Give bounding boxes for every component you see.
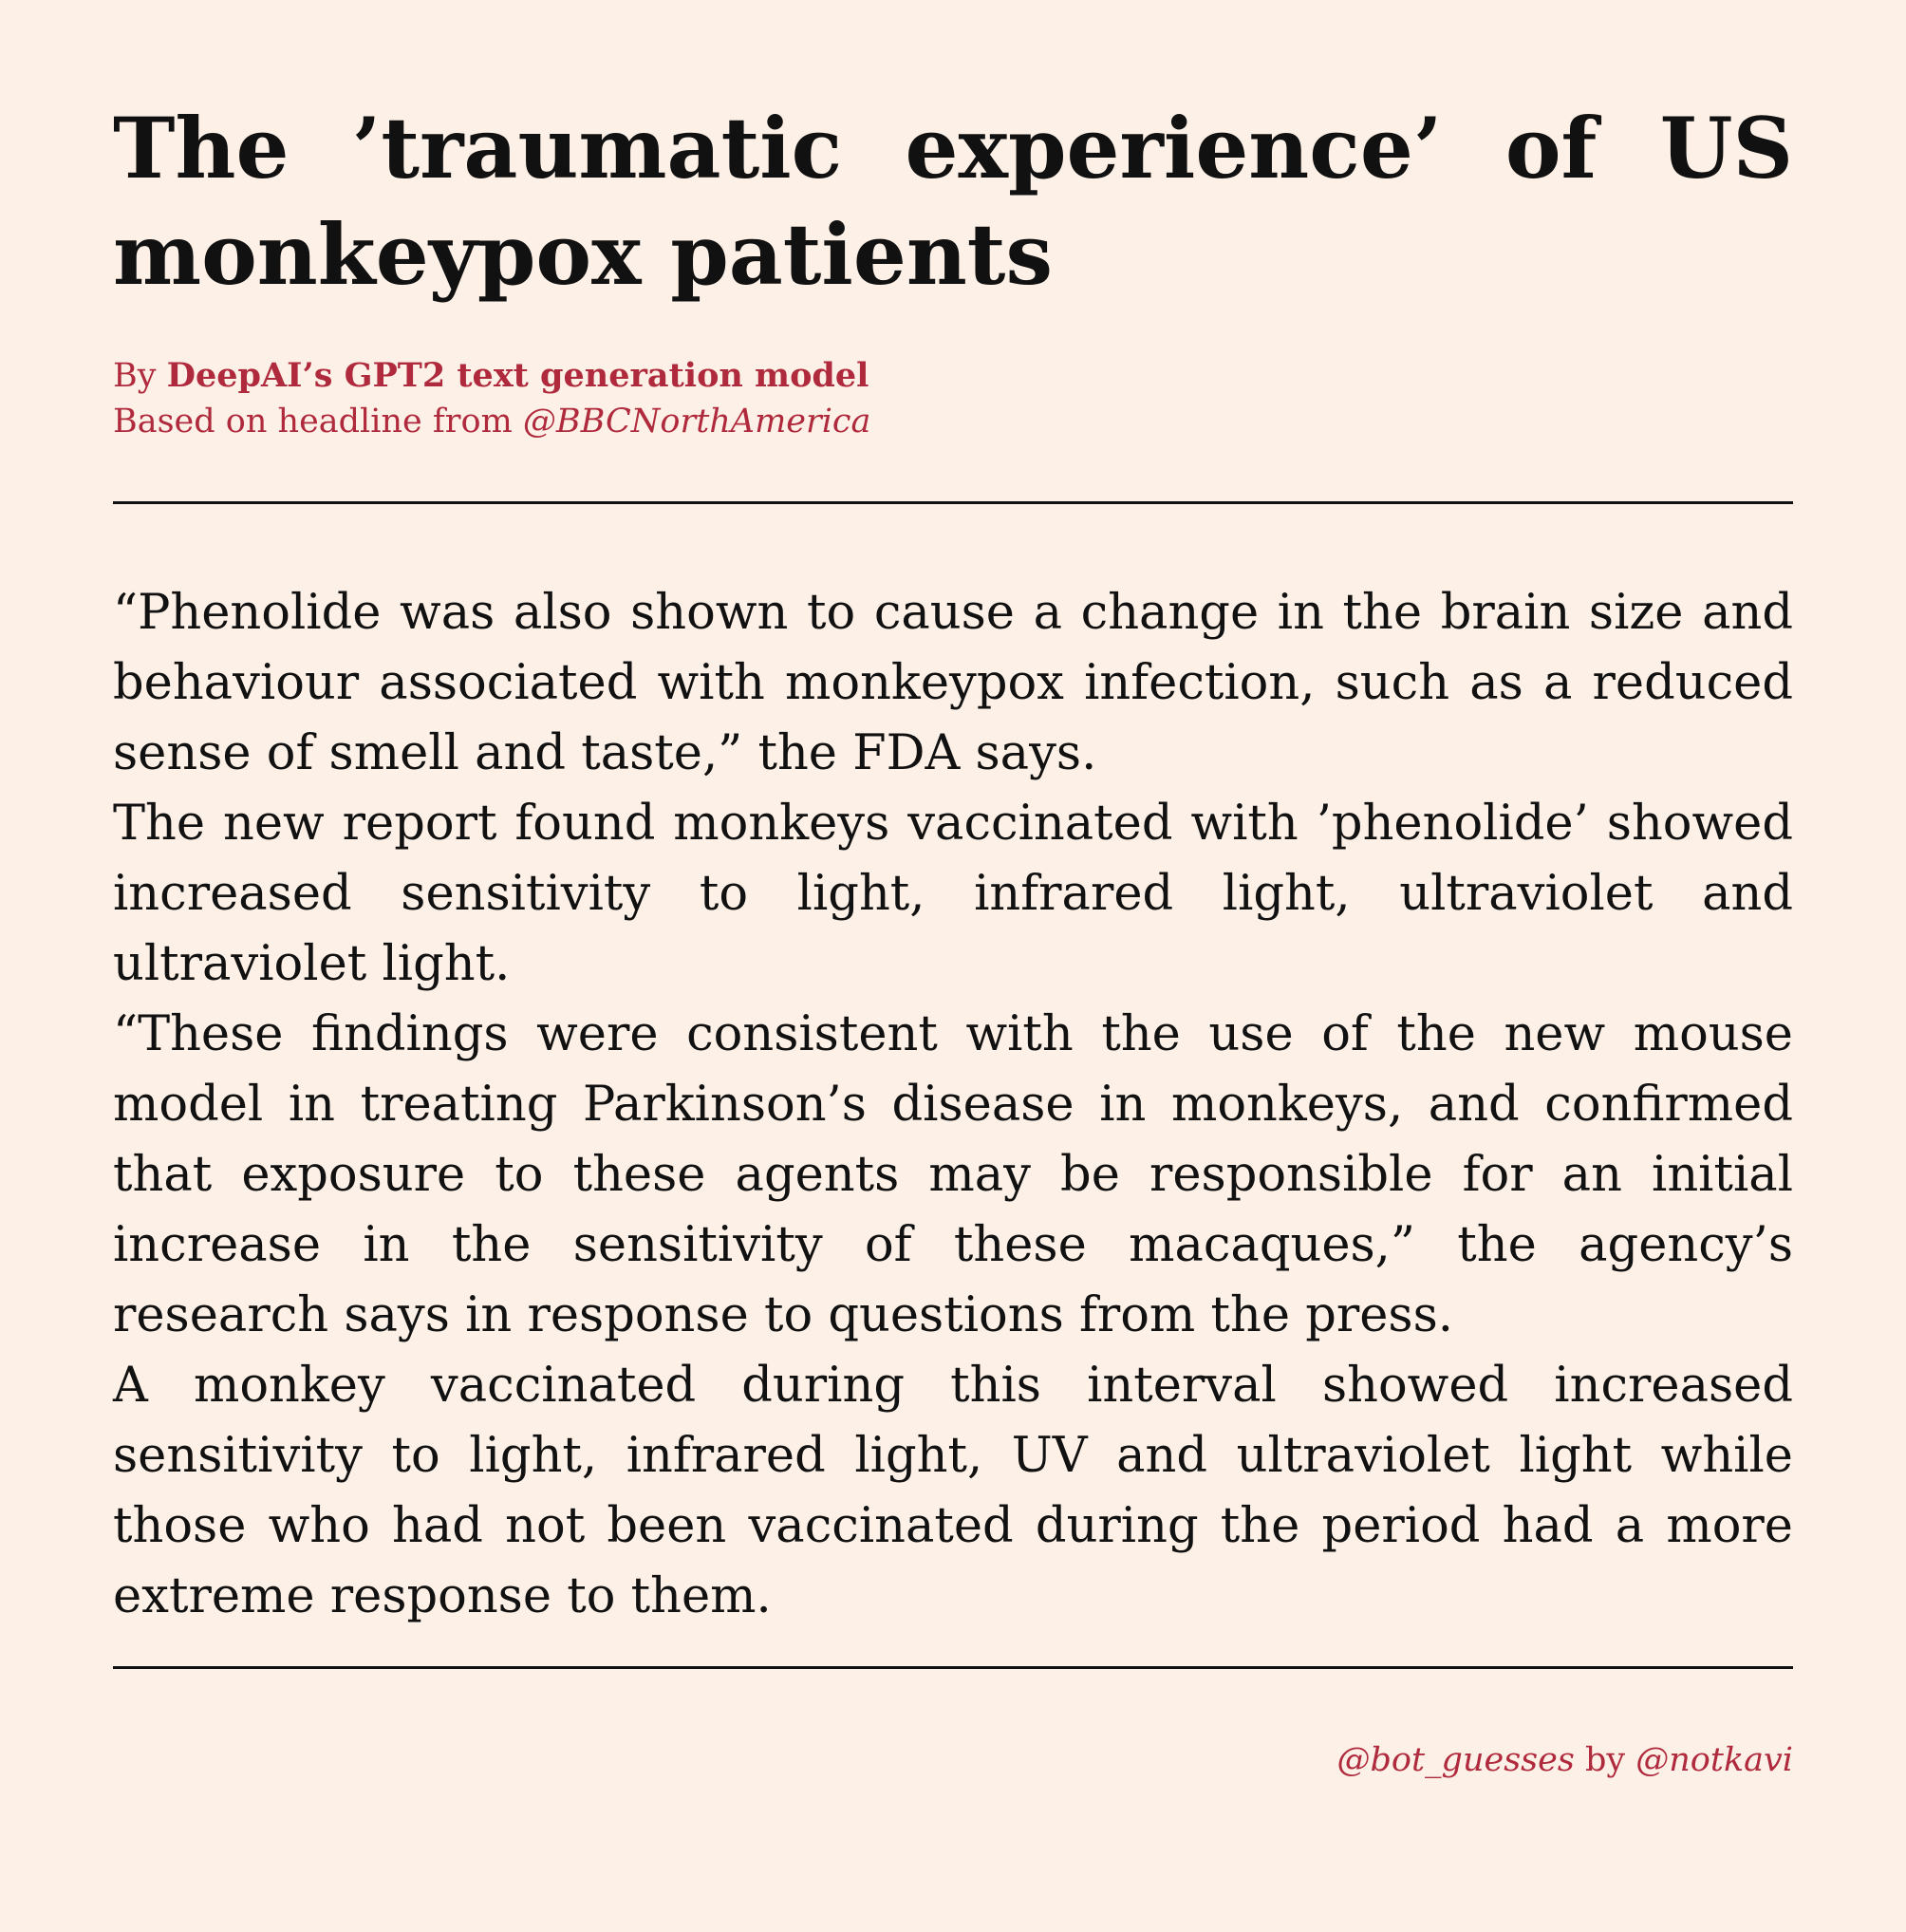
source-line: Based on headline from @BBCNorthAmerica — [113, 399, 1793, 444]
article-paragraph: “Phenolide was also shown to cause a cha… — [113, 585, 1793, 781]
article-paragraph: A monkey vaccinated during this interval… — [113, 1358, 1793, 1624]
author-handle-link[interactable]: @notkavi — [1635, 1741, 1793, 1779]
source-handle-link[interactable]: @BBCNorthAmerica — [522, 403, 871, 441]
footer-credit: @bot_guesses by @notkavi — [1337, 1737, 1793, 1783]
article-card: The ’traumatic experience’ of US monkeyp… — [113, 95, 1793, 1632]
by-prefix: By — [113, 357, 167, 395]
headline: The ’traumatic experience’ of US monkeyp… — [113, 99, 1793, 304]
byline: By DeepAI’s GPT2 text generation model B… — [113, 353, 1793, 444]
top-divider — [113, 501, 1793, 504]
credit-by-text: by — [1574, 1741, 1636, 1779]
bottom-divider — [113, 1666, 1793, 1669]
article-paragraph: The new report found monkeys vaccinated … — [113, 796, 1793, 992]
based-on-prefix: Based on headline from — [113, 403, 523, 441]
author-line: By DeepAI’s GPT2 text generation model — [113, 353, 1793, 399]
author-name: DeepAI’s GPT2 text generation model — [166, 356, 869, 395]
article-paragraph: “These findings were consistent with the… — [113, 1006, 1793, 1343]
article-body: “Phenolide was also shown to cause a cha… — [113, 578, 1793, 1632]
bot-handle-link[interactable]: @bot_guesses — [1336, 1741, 1575, 1779]
